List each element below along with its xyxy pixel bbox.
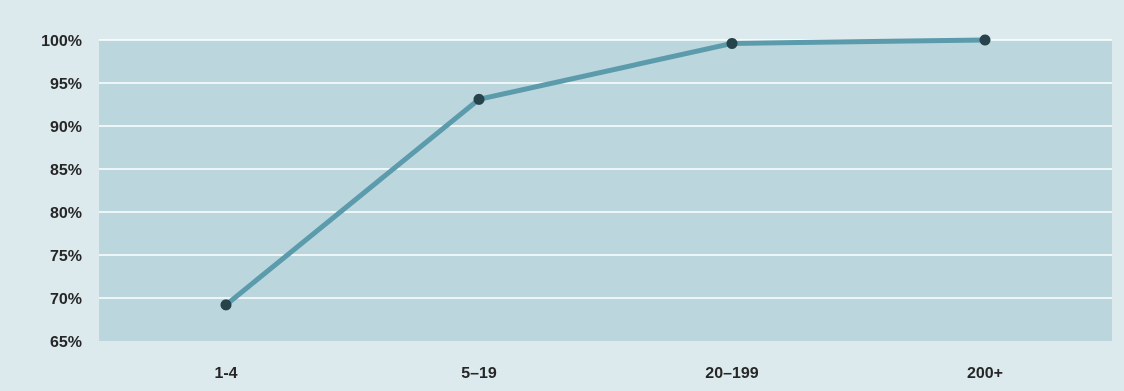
x-tick-label: 200+ [967, 365, 1003, 382]
y-tick-label: 100% [41, 33, 82, 50]
y-tick-label: 95% [50, 76, 82, 93]
y-tick-label: 65% [50, 334, 82, 351]
y-tick-label: 80% [50, 205, 82, 222]
y-tick-label: 75% [50, 248, 82, 265]
x-tick-label: 1-4 [214, 365, 237, 382]
x-tick-label: 5–19 [461, 365, 497, 382]
data-point-5–19 [473, 93, 485, 105]
series-line [223, 37, 988, 308]
data-point-20–199 [726, 37, 738, 49]
y-tick-label: 85% [50, 162, 82, 179]
x-tick-label: 20–199 [705, 365, 758, 382]
plot-area [99, 40, 1112, 341]
y-tick-label: 90% [50, 119, 82, 136]
data-series [220, 34, 991, 311]
x-axis-tick-labels: 1-4 5–19 20–199 200+ [214, 365, 1003, 382]
y-axis-tick-labels: 65% 70% 75% 80% 85% 90% 95% 100% [41, 33, 82, 351]
data-point-200+ [979, 34, 991, 46]
data-point-1-4 [220, 299, 232, 311]
y-tick-label: 70% [50, 291, 82, 308]
